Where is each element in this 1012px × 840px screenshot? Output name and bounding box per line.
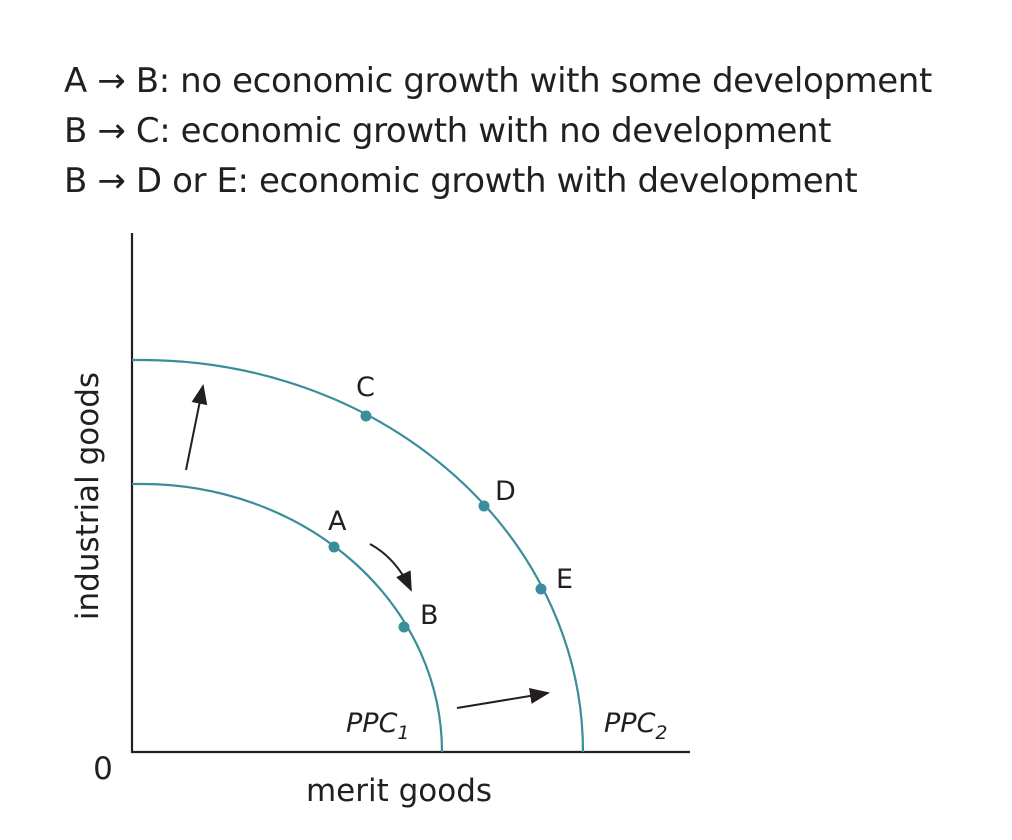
point-label-e: E (556, 564, 573, 595)
legend-item-text: D or E: economic growth with development (135, 161, 858, 201)
ppc2-label: PPC2 (604, 708, 668, 744)
y-axis-label: industrial goods (70, 372, 106, 620)
legend-item-from: A (64, 61, 87, 101)
legend-item-from: B (64, 161, 87, 201)
point-label-b: B (420, 600, 439, 631)
legend-item-a-b: A → B: no economic growth with some deve… (64, 56, 932, 106)
right-arrow-icon: → (97, 61, 126, 101)
legend-item-b-de: B → D or E: economic growth with develop… (64, 156, 932, 206)
ppc2-subscript: 2 (655, 722, 667, 744)
legend: A → B: no economic growth with some deve… (64, 56, 932, 206)
origin-label: 0 (93, 751, 113, 787)
right-arrow-icon: → (97, 161, 126, 201)
ppc2-curve (132, 358, 585, 753)
right-arrow-icon: → (97, 111, 126, 151)
ppc1-subscript: 1 (397, 722, 409, 744)
a-to-b-arrow (369, 543, 412, 592)
point-a (328, 541, 340, 553)
ppc2-name: PPC (604, 708, 656, 739)
shift-up-arrow (185, 384, 208, 471)
ppc1-name: PPC (346, 708, 398, 739)
point-label-d: D (495, 476, 516, 507)
ppc1-label: PPC1 (346, 708, 410, 744)
point-label-c: C (356, 372, 375, 403)
point-c (360, 410, 372, 422)
shift-right-arrow (456, 688, 550, 709)
legend-item-from: B (64, 111, 87, 151)
legend-item-text: C: economic growth with no development (135, 111, 832, 151)
point-b (398, 621, 410, 633)
legend-item-text: B: no economic growth with some developm… (135, 61, 932, 101)
x-axis-label: merit goods (306, 773, 492, 809)
legend-item-b-c: B → C: economic growth with no developme… (64, 106, 932, 156)
point-label-a: A (328, 506, 347, 537)
ppc1-curve (132, 482, 444, 753)
point-d (478, 500, 490, 512)
point-e (535, 583, 547, 595)
